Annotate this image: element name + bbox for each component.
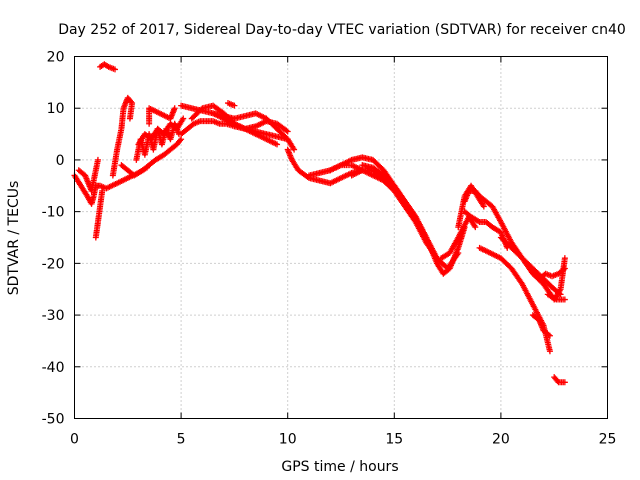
data-point <box>480 203 487 210</box>
series-arc-27 <box>544 291 568 303</box>
series-arc-6 <box>118 136 185 179</box>
data-point <box>561 255 568 262</box>
series-arc-3 <box>92 187 106 241</box>
data-point <box>177 137 184 144</box>
y-tick-label: 0 <box>56 153 65 169</box>
y-tick-label: -10 <box>42 205 65 221</box>
y-tick-label: 10 <box>47 101 65 117</box>
y-tick-label: -20 <box>42 256 65 272</box>
data-point <box>472 224 479 231</box>
series-arc-26 <box>536 265 568 282</box>
x-axis-label: GPS time / hours <box>281 459 398 475</box>
data-point <box>561 379 568 386</box>
series-arc-5 <box>109 94 136 179</box>
y-axis-label: SDTVAR / TECUs <box>6 181 22 296</box>
data-point <box>112 66 119 73</box>
series-arc-21 <box>461 187 564 298</box>
series-arc-29 <box>438 213 479 262</box>
x-tick-label: 15 <box>385 432 403 448</box>
plot-frame <box>74 56 608 419</box>
y-tick-label: -40 <box>42 360 65 376</box>
x-tick-label: 5 <box>177 432 186 448</box>
data-point <box>283 127 290 134</box>
data-point <box>126 115 133 122</box>
series-arc-22 <box>461 208 511 251</box>
series-arc-28 <box>551 374 568 386</box>
data-point <box>274 141 281 148</box>
data-point <box>231 102 238 109</box>
series-arc-23 <box>476 244 553 355</box>
chart-title: Day 252 of 2017, Sidereal Day-to-day VTE… <box>58 22 626 38</box>
x-tick-label: 25 <box>599 432 617 448</box>
data-point <box>455 250 462 257</box>
data-point <box>545 331 552 338</box>
data-point <box>99 187 106 194</box>
axis-ticks: 0 5 10 15 20 25 20 10 0 -10 -20 -30 -40 -50 <box>42 50 617 448</box>
data-point <box>561 265 568 272</box>
data-point <box>554 378 561 385</box>
x-tick-label: 20 <box>492 432 510 448</box>
series-arc-4 <box>97 61 119 73</box>
data-point <box>561 296 568 303</box>
data-point <box>284 128 291 135</box>
data-points <box>71 61 568 386</box>
data-point <box>546 332 553 339</box>
series-arc-13 <box>210 110 298 153</box>
grid <box>74 56 608 419</box>
data-point <box>291 146 298 153</box>
x-tick-label: 0 <box>70 432 79 448</box>
y-tick-label: -50 <box>42 412 65 428</box>
data-point <box>546 348 553 355</box>
series-arc-25 <box>529 312 553 339</box>
x-tick-label: 10 <box>279 432 297 448</box>
data-point <box>180 115 187 122</box>
data-point <box>171 105 178 112</box>
data-point <box>94 156 101 163</box>
series-arc-19 <box>348 167 440 262</box>
y-tick-label: 20 <box>47 50 65 66</box>
series-arc-9 <box>146 105 178 127</box>
y-tick-label: -30 <box>42 308 65 324</box>
data-point <box>178 136 185 143</box>
data-point <box>560 266 567 273</box>
series-arc-14 <box>225 100 238 109</box>
series-arc-8 <box>133 120 182 163</box>
series-arc-2 <box>75 156 101 194</box>
